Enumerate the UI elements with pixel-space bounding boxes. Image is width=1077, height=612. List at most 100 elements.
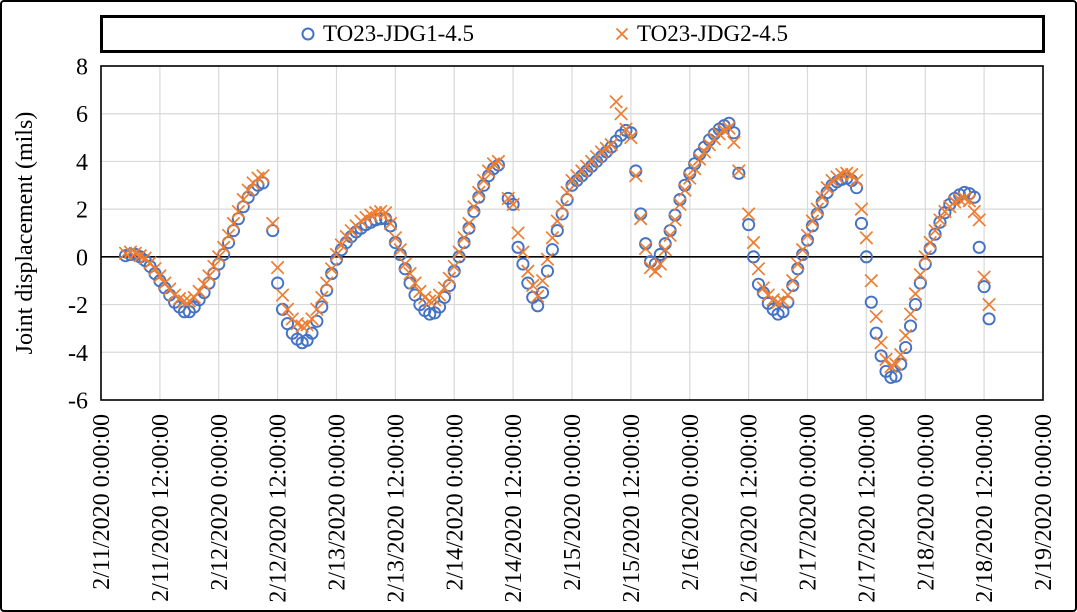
x-tick-label: 2/16/2020 12:00:00 [737,414,763,603]
data-point-jdg2 [746,235,761,250]
data-point-jdg2 [839,166,854,181]
data-point-jdg2 [908,287,923,301]
data-point-jdg1 [217,247,231,262]
data-point-jdg2 [732,164,746,178]
data-point-jdg2 [516,245,530,259]
data-point-jdg2 [923,235,937,250]
data-point-jdg1 [369,213,383,227]
data-point-jdg1 [864,295,878,309]
x-tick-label: 2/17/2020 0:00:00 [796,414,822,591]
data-point-jdg2 [913,267,928,282]
data-point-jdg1 [305,326,319,340]
data-point-jdg2 [393,242,408,257]
data-point-jdg2 [525,278,540,293]
data-point-jdg1 [536,286,550,300]
x-tick-label: 2/17/2020 12:00:00 [854,414,880,603]
data-point-jdg2 [226,216,241,231]
data-point-jdg2 [506,197,520,212]
data-point-jdg1 [226,224,241,238]
x-tick-label: 2/16/2020 0:00:00 [678,414,704,591]
data-point-jdg2 [540,252,555,267]
data-point-jdg2 [388,230,403,245]
data-point-jdg2 [609,94,623,109]
data-point-jdg2 [864,273,879,288]
x-tick-label: 2/12/2020 0:00:00 [207,414,233,591]
legend-box: TO23-JDG1-4.5 TO23-JDG2-4.5 [100,15,1045,53]
data-point-jdg2 [373,204,388,219]
data-point-jdg2 [687,161,702,176]
data-point-jdg2 [550,214,565,228]
data-point-jdg1 [850,181,864,195]
data-point-jdg2 [447,259,462,274]
data-point-jdg2 [511,226,525,240]
y-tick-label: 6 [76,102,88,128]
data-point-jdg2 [197,277,211,292]
x-tick-label: 2/15/2020 12:00:00 [619,414,645,603]
data-point-jdg2 [756,281,771,295]
data-point-jdg2 [123,245,138,259]
data-point-jdg1 [560,193,574,207]
data-point-jdg2 [202,269,216,283]
data-point-jdg1 [854,216,869,231]
x-tick-label: 2/13/2020 0:00:00 [325,414,351,591]
data-point-jdg1 [511,240,525,254]
data-point-jdg2 [457,230,471,245]
y-axis-title: Joint displacement (mils) [12,112,38,355]
data-point-jdg2 [535,273,550,288]
data-point-jdg2 [211,250,226,264]
data-point-jdg2 [977,270,991,284]
data-point-jdg1 [859,250,873,264]
x-marker-icon [615,27,629,41]
data-point-jdg2 [432,288,447,302]
data-point-jdg2 [560,185,574,200]
data-point-jdg2 [604,137,619,152]
data-point-jdg2 [437,281,452,295]
data-point-jdg1 [884,370,898,384]
x-tick-label: 2/14/2020 12:00:00 [501,414,527,603]
y-tick-label: 2 [76,198,88,224]
data-point-jdg1 [653,247,667,262]
data-point-jdg2 [668,213,682,227]
x-tick-label: 2/19/2020 0:00:00 [1031,414,1057,591]
data-point-jdg1 [967,190,981,204]
series2-points [118,94,996,374]
data-point-jdg2 [633,211,648,226]
data-point-jdg2 [305,312,319,326]
data-point-jdg2 [378,205,393,220]
data-point-jdg1 [521,276,535,290]
data-point-jdg2 [805,214,820,228]
data-point-jdg2 [898,328,913,343]
data-point-jdg2 [241,183,255,197]
data-point-jdg1 [320,283,334,297]
data-point-jdg2 [781,288,795,302]
data-point-jdg2 [221,228,236,243]
data-point-jdg2 [903,307,918,321]
data-point-jdg2 [648,264,663,278]
data-point-jdg1 [531,299,545,313]
data-point-jdg1 [874,349,888,363]
data-point-jdg2 [256,168,270,183]
data-point-jdg2 [928,223,942,238]
y-tick-label: -6 [68,389,88,415]
data-point-jdg1 [727,126,741,140]
x-tick-label: 2/15/2020 0:00:00 [560,414,586,591]
data-point-jdg2 [614,106,628,121]
x-tick-label: 2/11/2020 12:00:00 [148,414,174,602]
data-point-jdg2 [893,347,908,362]
x-tick-label: 2/11/2020 0:00:00 [89,414,115,590]
data-point-jdg2 [476,173,491,188]
x-tick-label: 2/13/2020 12:00:00 [383,414,409,603]
data-point-jdg2 [628,168,643,183]
data-point-jdg2 [741,207,756,221]
data-point-jdg2 [403,266,417,281]
data-point-jdg2 [319,276,334,290]
data-point-jdg2 [334,238,349,252]
data-point-jdg2 [624,130,638,145]
data-point-jdg2 [967,204,982,219]
data-point-jdg2 [148,261,162,276]
data-point-jdg2 [619,122,633,137]
data-point-jdg2 [982,297,996,312]
y-tick-label: 8 [76,55,88,81]
data-point-jdg2 [771,295,785,309]
